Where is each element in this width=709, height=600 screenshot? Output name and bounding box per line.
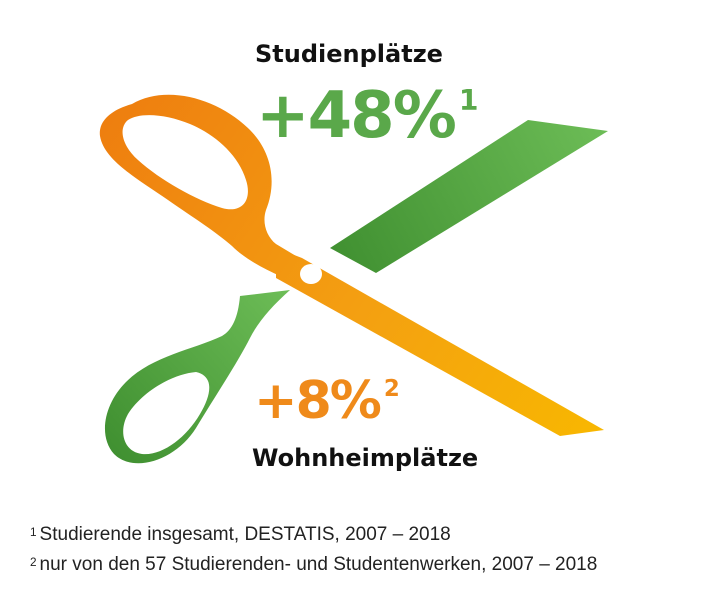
bottom-title: Wohnheimplätze xyxy=(252,444,479,472)
bottom-stat: +8% 2 xyxy=(254,375,400,427)
top-stat-marker: 1 xyxy=(458,84,479,118)
footnote-2: 2 nur von den 57 Studierenden- und Studen… xyxy=(30,550,597,580)
green-blade xyxy=(330,120,608,273)
green-handle xyxy=(104,290,290,464)
footnotes: 1 Studierende insgesamt, DESTATIS, 2007 –… xyxy=(30,520,597,580)
pivot-hole xyxy=(300,264,322,284)
footnote-1-marker: 1 xyxy=(30,526,37,539)
bottom-stat-value: +8% xyxy=(254,371,382,431)
footnote-2-marker: 2 xyxy=(30,556,37,569)
footnote-1: 1 Studierende insgesamt, DESTATIS, 2007 –… xyxy=(30,520,597,550)
top-title: Studienplätze xyxy=(255,40,443,68)
orange-handle xyxy=(99,94,296,277)
footnote-1-text: Studierende insgesamt, DESTATIS, 2007 – … xyxy=(39,524,451,545)
orange-blade xyxy=(276,248,604,436)
footnote-2-text: nur von den 57 Studierenden- und Student… xyxy=(39,554,598,575)
top-stat-value: +48% xyxy=(256,79,457,153)
bottom-stat-marker: 2 xyxy=(383,375,400,402)
top-stat: +48% 1 xyxy=(256,84,478,148)
